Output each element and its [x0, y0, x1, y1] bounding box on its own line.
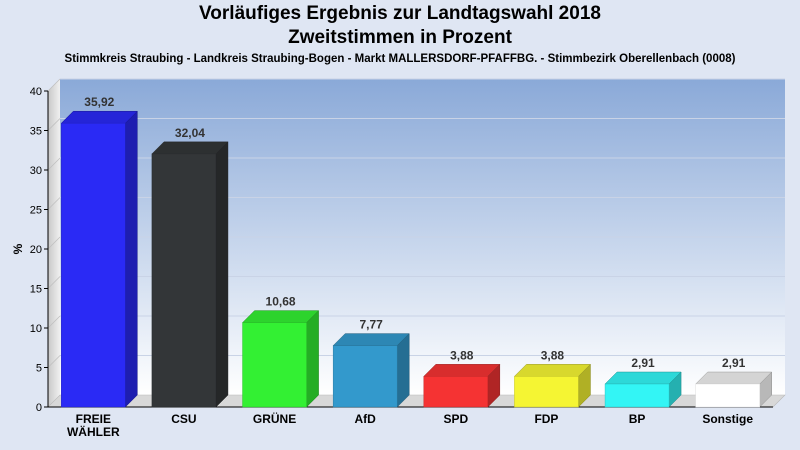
x-tick-label: WÄHLER: [67, 424, 120, 439]
value-label: 7,77: [360, 318, 384, 332]
y-axis-label: %: [11, 243, 25, 254]
chart-subtitle: Stimmkreis Straubing - Landkreis Straubi…: [64, 53, 736, 65]
x-tick-label: BP: [629, 412, 646, 426]
bar-side: [396, 333, 410, 408]
bar-0: [60, 110, 138, 408]
y-tick-label: 5: [36, 363, 42, 375]
y-tick-label: 40: [30, 86, 42, 98]
gridline-wall: [47, 78, 61, 92]
bar-4: [423, 363, 501, 408]
y-tick-label: 20: [30, 244, 42, 256]
gridline-wall: [47, 236, 61, 250]
y-tick-label: 30: [30, 165, 42, 177]
bar-top: [423, 364, 501, 377]
value-label: 3,88: [450, 348, 474, 362]
bar-3: [332, 333, 410, 408]
y-tick-label: 25: [30, 205, 42, 217]
bar-5: [513, 363, 592, 408]
y-tick-label: 35: [30, 126, 42, 138]
bar-front: [423, 376, 489, 408]
gridline-wall: [47, 276, 61, 289]
bar-top: [695, 371, 773, 385]
bar-front: [61, 122, 126, 408]
gridline-wall: [47, 118, 61, 131]
y-tick-label: 0: [36, 402, 42, 414]
gridline-wall: [47, 355, 61, 368]
value-label: 3,88: [541, 348, 565, 362]
bar-side: [125, 110, 138, 408]
x-tick-label: AfD: [355, 412, 377, 426]
gridline-wall: [47, 157, 61, 171]
x-tick-label: FREIE: [76, 412, 111, 426]
bar-top: [151, 141, 229, 155]
bar-1: [151, 141, 229, 408]
bar-front: [695, 383, 760, 408]
bar-top: [60, 110, 138, 124]
bar-top: [332, 333, 410, 346]
gridline-wall: [47, 315, 61, 329]
bar-side: [306, 310, 319, 408]
y-tick-label: 15: [30, 284, 42, 296]
value-label: 10,68: [266, 295, 296, 309]
bar-6: [604, 371, 682, 408]
bar-top: [513, 364, 592, 377]
x-tick-label: FDP: [534, 412, 558, 426]
chart-title: Vorläufiges Ergebnis zur Landtagswahl 20…: [199, 3, 601, 24]
bar-front: [332, 345, 398, 408]
bar-front: [242, 322, 307, 408]
bar-front: [514, 376, 579, 408]
gridline-wall: [47, 197, 61, 210]
y-tick-label: 10: [30, 323, 42, 335]
bar-top: [604, 371, 682, 385]
bar-2: [241, 310, 320, 408]
bar-front: [604, 383, 670, 408]
x-tick-label: CSU: [171, 412, 196, 426]
chart-title-line2: Zweitstimmen in Prozent: [288, 27, 512, 48]
bar-top: [241, 310, 320, 323]
x-tick-label: Sonstige: [702, 412, 753, 426]
x-tick-label: SPD: [443, 412, 468, 426]
value-label: 2,91: [722, 356, 746, 370]
value-label: 35,92: [84, 95, 114, 109]
bar-side: [215, 141, 229, 408]
value-label: 2,91: [631, 356, 655, 370]
x-tick-label: GRÜNE: [253, 411, 296, 426]
value-label: 32,04: [175, 126, 205, 140]
bar-front: [151, 153, 217, 408]
bar-7: [695, 371, 773, 408]
